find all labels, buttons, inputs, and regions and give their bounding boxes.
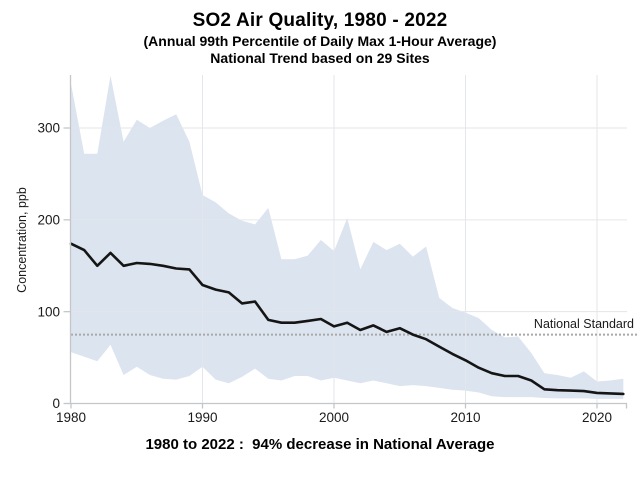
y-tick-label: 200 (37, 213, 60, 228)
y-axis-label: Concentration, ppb (15, 187, 29, 293)
chart-caption: 1980 to 2022 : 94% decrease in National … (145, 436, 495, 453)
chart-subtitle-sites: National Trend based on 29 Sites (210, 50, 430, 66)
national-average-trend-line (69, 242, 625, 396)
y-tick-label: 100 (37, 304, 60, 319)
chart-title: SO2 Air Quality, 1980 - 2022 (192, 10, 448, 31)
national-standard-label: National Standard (533, 317, 634, 331)
x-tick-label: 1980 (56, 410, 86, 425)
y-tick-label: 0 (52, 396, 60, 411)
x-tick-label: 2000 (319, 410, 349, 425)
y-tick-label: 300 (37, 121, 60, 136)
x-tick-label: 2010 (450, 410, 480, 425)
chart-subtitle: (Annual 99th Percentile of Daily Max 1-H… (143, 33, 497, 49)
x-tick-label: 1990 (187, 410, 217, 425)
x-tick-label: 2020 (582, 410, 612, 425)
percentile-band-area (71, 75, 624, 399)
